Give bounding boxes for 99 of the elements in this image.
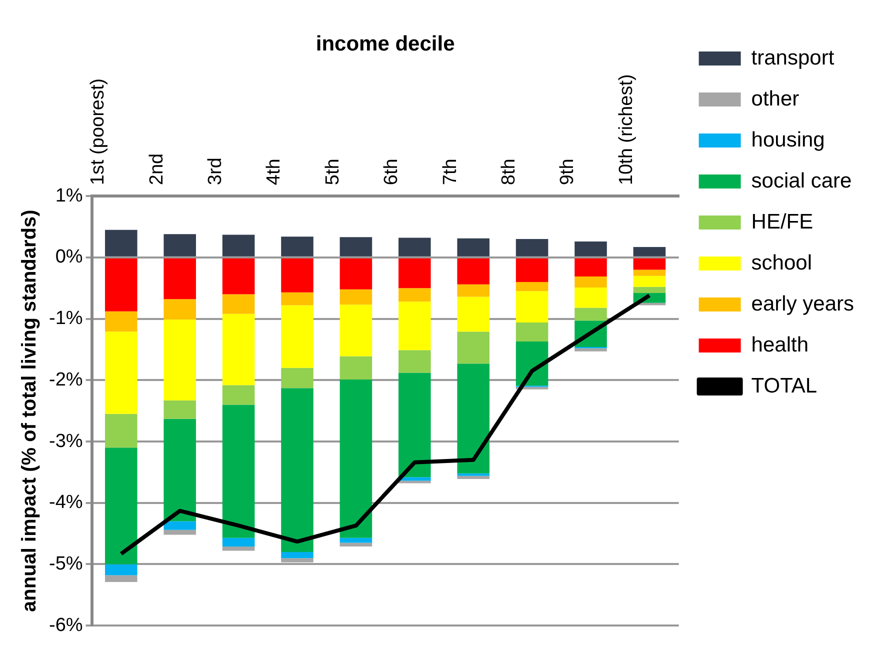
bar	[222, 404, 255, 538]
bar	[104, 311, 138, 332]
bar	[457, 332, 490, 364]
bar	[164, 418, 196, 522]
bar	[574, 308, 607, 321]
legend-label: other	[751, 87, 800, 110]
bar	[516, 291, 548, 322]
bar	[340, 542, 372, 546]
x-tick-label: 6th	[381, 158, 402, 186]
y-tick-label: -3%	[48, 430, 83, 452]
legend-label: housing	[751, 128, 825, 152]
legend-label: early years	[751, 292, 854, 316]
legend-label: social care	[751, 169, 852, 192]
bar	[574, 258, 607, 276]
bar	[457, 473, 490, 476]
bar	[164, 299, 196, 320]
bar	[164, 521, 196, 530]
legend-label: school	[751, 251, 812, 274]
bar	[281, 552, 314, 558]
bar	[164, 234, 196, 256]
legend-label: TOTAL	[751, 374, 818, 398]
x-tick-label: 7th	[440, 158, 461, 186]
bar	[340, 538, 372, 543]
y-tick-label: -2%	[48, 369, 83, 390]
y-tick-label: -4%	[48, 492, 83, 514]
bar	[104, 230, 138, 256]
bar	[574, 348, 607, 352]
bar	[222, 294, 255, 314]
x-tick-label: 2nd	[146, 153, 168, 186]
bar	[516, 239, 548, 256]
legend-label: HE/FE	[751, 210, 814, 234]
bar	[457, 296, 490, 332]
bar	[222, 258, 255, 294]
x-axis-title: income decile	[316, 32, 455, 56]
y-tick-label: -1%	[48, 308, 83, 330]
bar	[281, 388, 314, 552]
bar	[633, 276, 666, 287]
y-axis-title: annual impact (% of total living standards)	[18, 210, 41, 612]
bar	[633, 258, 666, 270]
bar	[516, 258, 548, 282]
bar	[340, 258, 372, 290]
y-tick-label: 1%	[55, 185, 83, 206]
x-tick-label: 8th	[498, 158, 520, 186]
bar	[164, 530, 196, 535]
bar	[340, 304, 372, 356]
x-tick-label: 4th	[264, 158, 285, 186]
bar	[164, 258, 196, 300]
x-tick-label: 1st (poorest)	[88, 78, 109, 186]
bar	[633, 247, 666, 256]
bar	[281, 305, 314, 368]
bar	[457, 364, 490, 474]
bar	[516, 282, 548, 292]
legend-label: transport	[751, 46, 834, 70]
bar	[574, 241, 607, 256]
bar	[340, 380, 372, 538]
bar	[457, 238, 490, 256]
bar	[457, 284, 490, 297]
bar	[457, 258, 490, 284]
bar	[281, 236, 314, 256]
bar	[398, 258, 431, 288]
x-tick-label: 10th (richest)	[616, 74, 637, 186]
bar	[222, 314, 255, 386]
bar	[281, 558, 314, 562]
bar	[340, 237, 372, 256]
bar	[164, 400, 196, 419]
bar	[633, 286, 666, 294]
bar	[398, 350, 431, 373]
bar	[281, 292, 314, 306]
bar	[457, 476, 490, 479]
bar	[104, 564, 138, 576]
bar	[104, 448, 138, 564]
y-tick-label: -6%	[48, 614, 83, 636]
bar	[398, 238, 431, 256]
bar	[633, 270, 666, 276]
bar	[398, 288, 431, 302]
bar	[104, 414, 138, 448]
bar	[281, 258, 314, 292]
bar	[164, 319, 196, 400]
bar	[398, 302, 431, 350]
bar	[104, 258, 138, 312]
bar	[222, 538, 255, 546]
bar	[104, 332, 138, 414]
x-tick-label: 5th	[322, 158, 344, 186]
bar	[104, 575, 138, 582]
bar	[398, 372, 431, 478]
bar	[222, 385, 255, 405]
bar	[222, 234, 255, 256]
bar	[340, 289, 372, 305]
bar	[516, 322, 548, 342]
bar	[281, 368, 314, 388]
x-tick-label: 9th	[557, 158, 578, 186]
bar	[340, 356, 372, 380]
y-tick-label: 0%	[55, 246, 83, 268]
bar	[574, 276, 607, 288]
legend-label: health	[751, 333, 809, 356]
bar	[574, 288, 607, 308]
y-tick-label: -5%	[48, 553, 83, 574]
x-tick-label: 3rd	[204, 158, 226, 186]
bar	[222, 546, 255, 551]
